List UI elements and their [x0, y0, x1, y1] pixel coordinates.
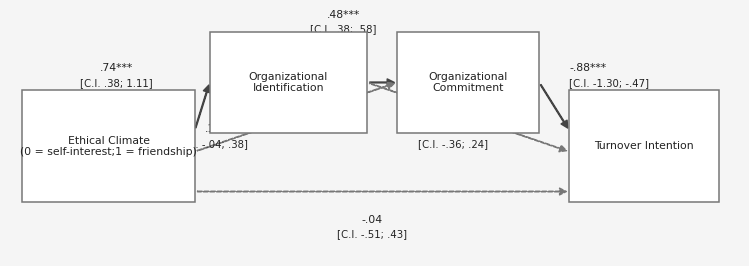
- FancyArrowPatch shape: [195, 85, 210, 128]
- Text: [C.I. -.04; .38]: [C.I. -.04; .38]: [178, 139, 249, 149]
- Text: Organizational
Identification: Organizational Identification: [249, 72, 328, 93]
- Text: [C.I. .38; .58]: [C.I. .38; .58]: [310, 24, 376, 35]
- Text: -.06: -.06: [443, 124, 464, 134]
- FancyArrowPatch shape: [541, 85, 568, 128]
- FancyBboxPatch shape: [569, 90, 719, 202]
- FancyArrowPatch shape: [370, 79, 394, 86]
- Text: .74***: .74***: [100, 63, 133, 73]
- Text: Ethical Climate
(0 = self-interest;1 = friendship): Ethical Climate (0 = self-interest;1 = f…: [20, 135, 197, 157]
- FancyArrowPatch shape: [197, 82, 394, 151]
- Text: [C.I. -.51; .43]: [C.I. -.51; .43]: [337, 229, 407, 239]
- Text: .17: .17: [205, 124, 222, 134]
- FancyArrowPatch shape: [198, 188, 566, 195]
- Text: [C.I. -.36; .24]: [C.I. -.36; .24]: [418, 139, 488, 149]
- Text: .48***: .48***: [327, 10, 360, 20]
- FancyArrowPatch shape: [369, 83, 566, 152]
- Text: [C.I. -1.30; -.47]: [C.I. -1.30; -.47]: [569, 78, 649, 88]
- Text: -.04: -.04: [362, 215, 383, 225]
- FancyBboxPatch shape: [22, 90, 195, 202]
- Text: Organizational
Commitment: Organizational Commitment: [428, 72, 508, 93]
- Text: Turnover Intention: Turnover Intention: [594, 141, 694, 151]
- Text: -.88***: -.88***: [569, 63, 607, 73]
- FancyBboxPatch shape: [210, 32, 367, 133]
- Text: [C.I. .38; 1.11]: [C.I. .38; 1.11]: [79, 78, 153, 88]
- FancyBboxPatch shape: [397, 32, 539, 133]
